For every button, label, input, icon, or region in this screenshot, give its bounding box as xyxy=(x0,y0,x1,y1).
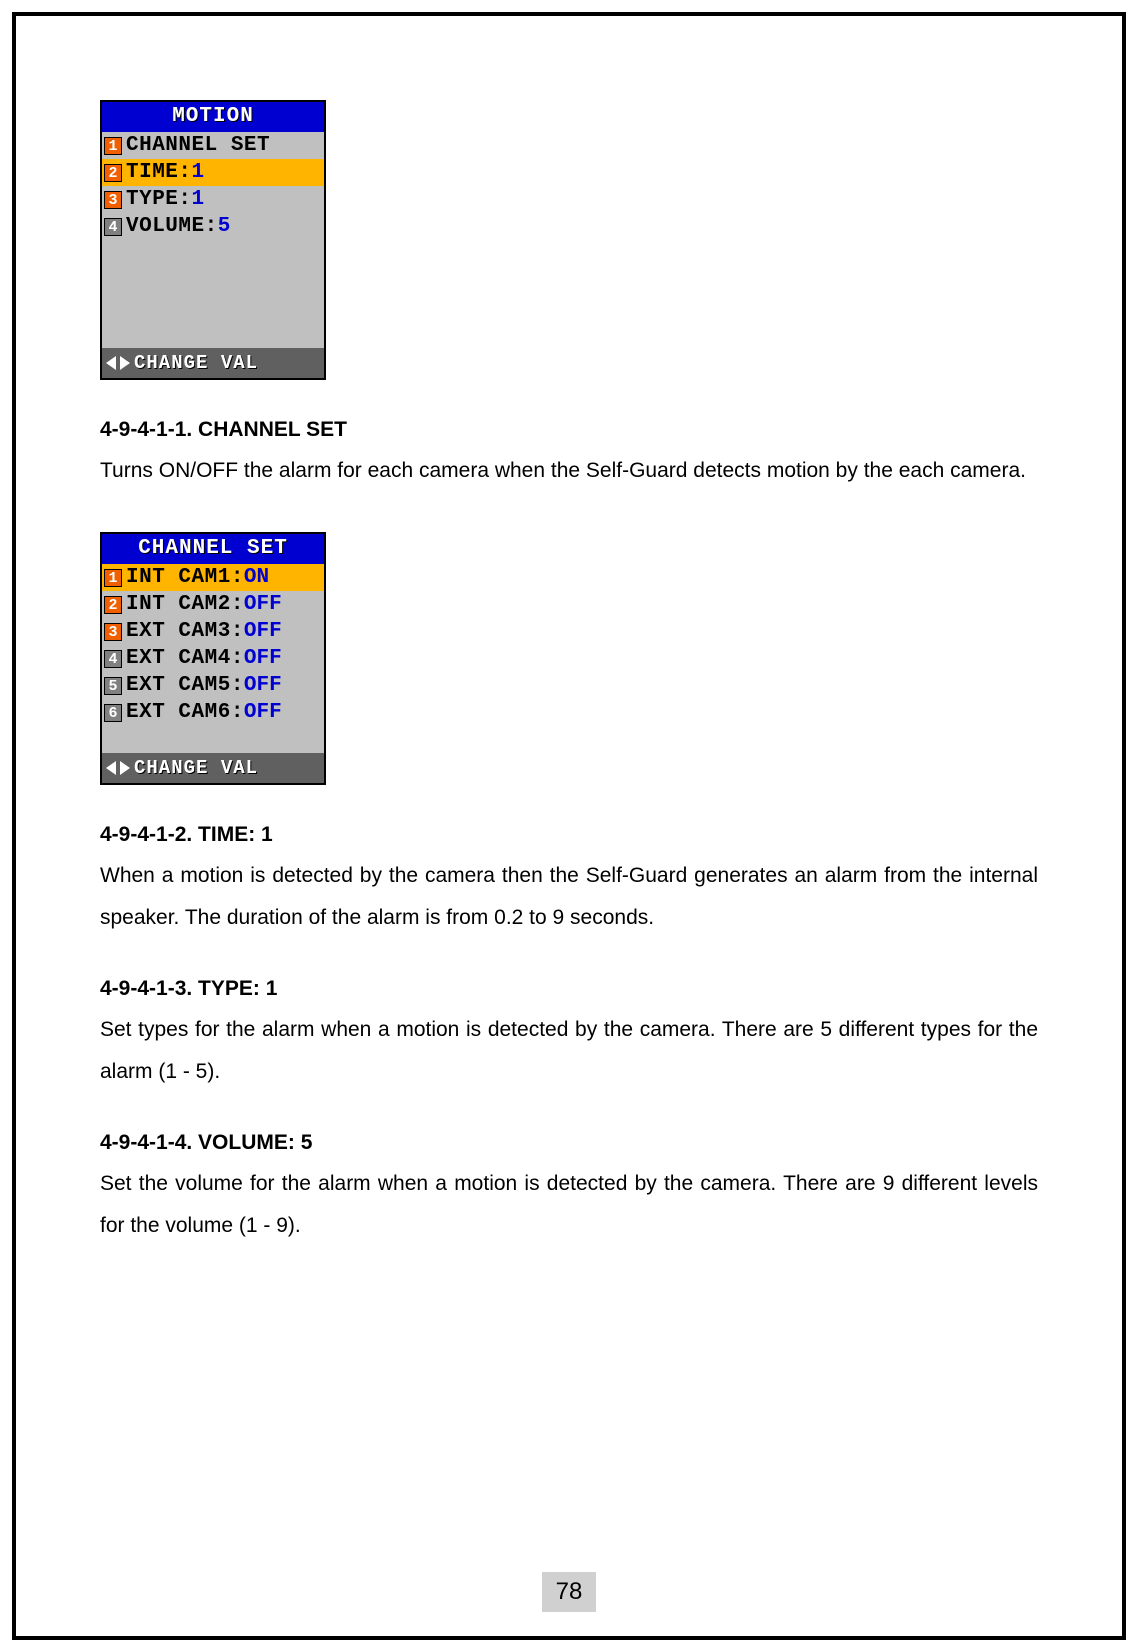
row-value: 1 xyxy=(192,161,205,184)
menu-row: 3EXT CAM3:OFF xyxy=(102,618,324,645)
section-body: Turns ON/OFF the alarm for each camera w… xyxy=(100,450,1038,492)
menu-row: 1CHANNEL SET xyxy=(102,132,324,159)
motion-menu-footer: CHANGE VAL xyxy=(102,348,324,378)
row-value: 1 xyxy=(192,188,205,211)
section-volume: 4-9-4-1-4. VOLUME: 5 Set the volume for … xyxy=(100,1131,1038,1247)
row-number-badge: 2 xyxy=(104,596,122,614)
section-body: Set the volume for the alarm when a moti… xyxy=(100,1163,1038,1247)
page-content: MOTION 1CHANNEL SET2TIME:13TYPE:14VOLUME… xyxy=(100,100,1038,1247)
motion-menu-screenshot: MOTION 1CHANNEL SET2TIME:13TYPE:14VOLUME… xyxy=(100,100,326,380)
row-label: EXT CAM4: xyxy=(126,647,244,670)
section-type: 4-9-4-1-3. TYPE: 1 Set types for the ala… xyxy=(100,977,1038,1093)
row-label: CHANNEL SET xyxy=(126,134,270,157)
right-arrow-icon xyxy=(120,761,130,775)
row-value: OFF xyxy=(244,620,282,643)
menu-blank-row xyxy=(102,267,324,294)
row-value: OFF xyxy=(244,701,282,724)
menu-blank-row xyxy=(102,726,324,753)
row-label: EXT CAM3: xyxy=(126,620,244,643)
menu-row: 4VOLUME:5 xyxy=(102,213,324,240)
row-number-badge: 2 xyxy=(104,164,122,182)
row-number-badge: 1 xyxy=(104,137,122,155)
menu-blank-row xyxy=(102,294,324,321)
menu-row: 2INT CAM2:OFF xyxy=(102,591,324,618)
menu-row: 6EXT CAM6:OFF xyxy=(102,699,324,726)
left-arrow-icon xyxy=(106,356,116,370)
right-arrow-icon xyxy=(120,356,130,370)
row-number-badge: 1 xyxy=(104,569,122,587)
menu-row: 1INT CAM1:ON xyxy=(102,564,324,591)
row-label: INT CAM2: xyxy=(126,593,244,616)
row-value: OFF xyxy=(244,593,282,616)
row-number-badge: 5 xyxy=(104,677,122,695)
menu-blank-row xyxy=(102,321,324,348)
menu-row: 2TIME:1 xyxy=(102,159,324,186)
menu-row: 5EXT CAM5:OFF xyxy=(102,672,324,699)
motion-menu-footer-text: CHANGE VAL xyxy=(134,348,258,378)
section-time: 4-9-4-1-2. TIME: 1 When a motion is dete… xyxy=(100,823,1038,939)
channel-menu-title: CHANNEL SET xyxy=(102,534,324,564)
row-value: OFF xyxy=(244,674,282,697)
row-number-badge: 6 xyxy=(104,704,122,722)
left-arrow-icon xyxy=(106,761,116,775)
row-label: TIME: xyxy=(126,161,192,184)
menu-row: 3TYPE:1 xyxy=(102,186,324,213)
section-channel-set: 4-9-4-1-1. CHANNEL SET Turns ON/OFF the … xyxy=(100,418,1038,492)
menu-row: 4EXT CAM4:OFF xyxy=(102,645,324,672)
section-heading: 4-9-4-1-2. TIME: 1 xyxy=(100,823,1038,847)
row-label: EXT CAM6: xyxy=(126,701,244,724)
motion-menu-title: MOTION xyxy=(102,102,324,132)
row-number-badge: 3 xyxy=(104,191,122,209)
row-value: 5 xyxy=(218,215,231,238)
section-body: Set types for the alarm when a motion is… xyxy=(100,1009,1038,1093)
row-label: VOLUME: xyxy=(126,215,218,238)
channel-menu-footer-text: CHANGE VAL xyxy=(134,753,258,783)
section-body: When a motion is detected by the camera … xyxy=(100,855,1038,939)
channel-set-menu-screenshot: CHANNEL SET 1INT CAM1:ON2INT CAM2:OFF3EX… xyxy=(100,532,326,785)
row-value: OFF xyxy=(244,647,282,670)
menu-blank-row xyxy=(102,240,324,267)
page-number: 78 xyxy=(542,1572,596,1612)
section-heading: 4-9-4-1-1. CHANNEL SET xyxy=(100,418,1038,442)
section-heading: 4-9-4-1-3. TYPE: 1 xyxy=(100,977,1038,1001)
channel-menu-footer: CHANGE VAL xyxy=(102,753,324,783)
row-label: INT CAM1: xyxy=(126,566,244,589)
row-number-badge: 4 xyxy=(104,650,122,668)
row-value: ON xyxy=(244,566,269,589)
row-number-badge: 3 xyxy=(104,623,122,641)
row-number-badge: 4 xyxy=(104,218,122,236)
row-label: TYPE: xyxy=(126,188,192,211)
section-heading: 4-9-4-1-4. VOLUME: 5 xyxy=(100,1131,1038,1155)
row-label: EXT CAM5: xyxy=(126,674,244,697)
